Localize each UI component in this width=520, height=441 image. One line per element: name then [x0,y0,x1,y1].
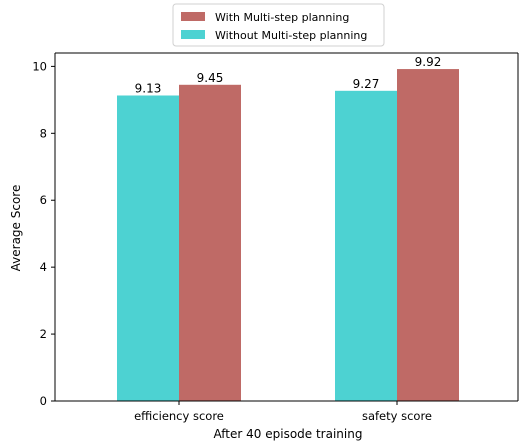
y-axis-label: Average Score [9,185,23,272]
y-tick-label: 8 [40,126,47,140]
legend-swatch [181,30,205,39]
x-tick-label: safety score [362,409,432,423]
legend-label: With Multi-step planning [215,11,349,24]
data-label: 9.45 [197,71,224,85]
data-label: 9.13 [135,81,162,95]
data-label: 9.92 [415,55,442,69]
bar-with-0 [179,84,241,402]
y-tick-label: 4 [40,260,47,274]
y-tick-label: 10 [32,59,47,73]
data-label: 9.27 [353,77,380,91]
x-axis-label: After 40 episode training [214,427,363,441]
y-tick-label: 0 [40,394,47,408]
legend: With Multi-step planning Without Multi-st… [172,3,385,47]
bar-without-0 [117,95,179,401]
y-tick-label: 2 [40,327,47,341]
bars [117,69,459,402]
data-labels: 9.13 9.27 9.45 9.92 [135,55,442,95]
bar-without-1 [335,90,397,402]
legend-box [172,3,385,47]
x-tick-label: efficiency score [134,409,224,423]
legend-swatch [181,12,205,21]
axes: 0 2 4 6 8 10 efficiency score safety score [32,52,519,423]
legend-label: Without Multi-step planning [215,29,367,42]
bar-with-1 [397,69,459,402]
y-tick-label: 6 [40,193,47,207]
